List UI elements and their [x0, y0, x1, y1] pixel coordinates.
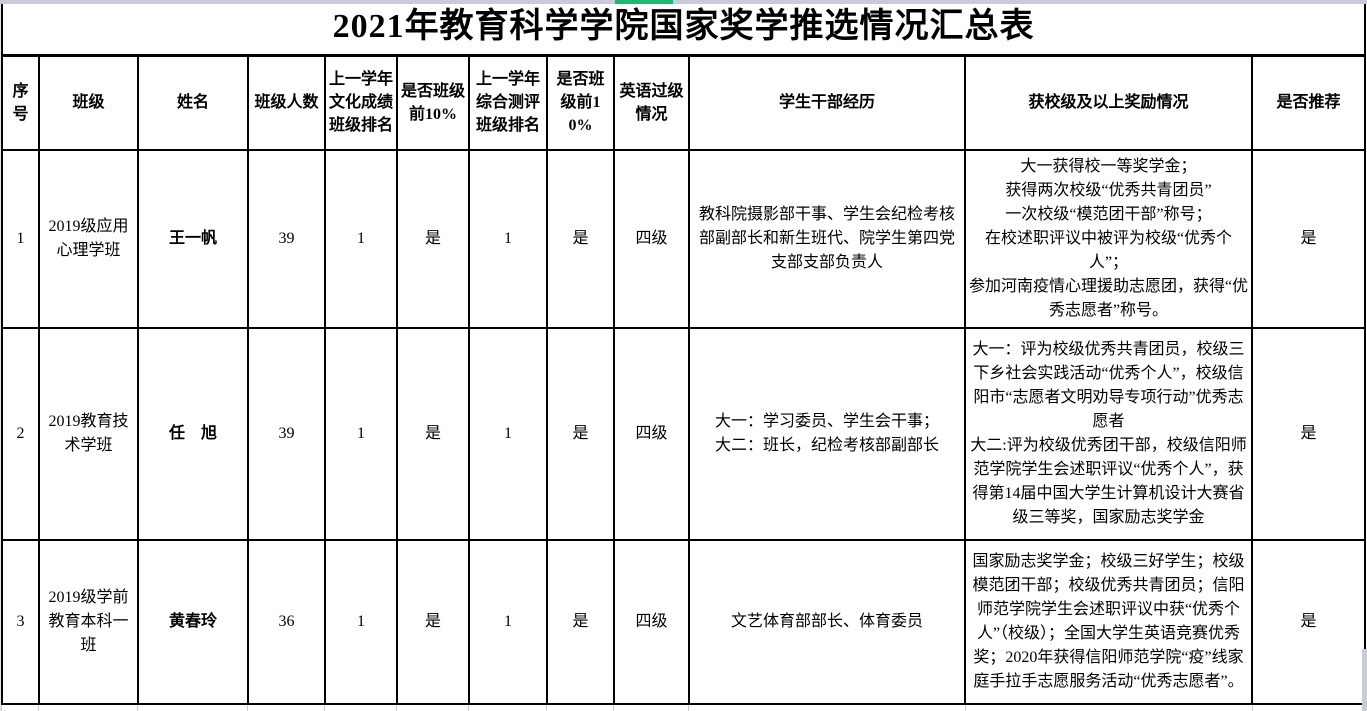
cell-rank-eval: 1 [468, 149, 548, 329]
green-progress-indicator [615, 0, 673, 4]
col-header-size: 班级人数 [247, 54, 326, 151]
cell-rank-cultural: 1 [324, 539, 398, 705]
clipped-row [0, 705, 1367, 711]
cell-name: 黄春玲 [137, 539, 249, 705]
cell-top10-eval: 是 [546, 149, 615, 329]
cell-size: 39 [247, 149, 326, 329]
table-title: 2021年教育科学学院国家奖学推选情况汇总表 [0, 4, 1367, 57]
col-header-class: 班级 [38, 54, 139, 151]
cell-cadre: 教科院摄影部干事、学生会纪检考核部副部长和新生班代、院学生第四党支部支部负责人 [688, 149, 966, 329]
col-header-cadre: 学生干部经历 [688, 54, 966, 151]
cell-rank-eval: 1 [468, 327, 548, 541]
window-top-edge [0, 0, 1367, 4]
table-row: 1 2019级应用心理学班 王一帆 39 1 是 1 是 四级 教科院摄影部干事… [1, 149, 1367, 329]
table-row: 2 2019教育技术学班 任 旭 39 1 是 1 是 四级 大一：学习委员、学… [1, 327, 1367, 541]
col-header-awards: 获校级及以上奖励情况 [964, 54, 1253, 151]
cell-english: 四级 [613, 149, 690, 329]
col-header-top10-eval: 是否班级前10% [546, 54, 615, 151]
cell-english: 四级 [613, 327, 690, 541]
cell-top10-cultural: 是 [396, 149, 470, 329]
col-header-top10-cultural: 是否班级前10% [396, 54, 470, 151]
scholarship-summary-table: 2021年教育科学学院国家奖学推选情况汇总表 序号 班级 姓名 班级人数 上一学… [0, 4, 1367, 705]
header-row: 序号 班级 姓名 班级人数 上一学年文化成绩班级排名 是否班级前10% 上一学年… [1, 54, 1367, 151]
cell-recommend: 是 [1250, 327, 1367, 541]
col-header-no: 序号 [1, 54, 40, 151]
cell-recommend: 是 [1250, 539, 1367, 705]
cell-class: 2019级应用心理学班 [38, 149, 139, 329]
cell-cadre: 文艺体育部部长、体育委员 [688, 539, 966, 705]
cell-no: 1 [1, 149, 40, 329]
window-left-edge [0, 4, 2, 711]
cell-awards: 国家励志奖学金；校级三好学生；校级模范团干部；校级优秀共青团员；信阳师范学院学生… [964, 539, 1253, 705]
clipped-next-row-gridlines [0, 705, 1367, 711]
cell-name: 任 旭 [137, 327, 249, 541]
cell-size: 39 [247, 327, 326, 541]
cell-awards: 大一获得校一等奖学金； 获得两次校级“优秀共青团员” 一次校级“模范团干部”称号… [964, 149, 1253, 329]
cell-recommend: 是 [1250, 149, 1367, 329]
cell-no: 2 [1, 327, 40, 541]
col-header-recommend: 是否推荐 [1250, 54, 1367, 151]
cell-rank-eval: 1 [468, 539, 548, 705]
cell-no: 3 [1, 539, 40, 705]
cell-awards: 大一：评为校级优秀共青团员，校级三下乡社会实践活动“优秀个人”，校级信阳市“志愿… [964, 327, 1253, 541]
scrollbar-chip[interactable] [1362, 649, 1367, 711]
cell-size: 36 [247, 539, 326, 705]
cell-top10-cultural: 是 [396, 539, 470, 705]
cell-class: 2019级学前教育本科一班 [38, 539, 139, 705]
cell-english: 四级 [613, 539, 690, 705]
cell-cadre: 大一：学习委员、学生会干事； 大二：班长，纪检考核部副部长 [688, 327, 966, 541]
cell-top10-eval: 是 [546, 539, 615, 705]
col-header-english: 英语过级情况 [613, 54, 690, 151]
cell-rank-cultural: 1 [324, 327, 398, 541]
table-row: 3 2019级学前教育本科一班 黄春玲 36 1 是 1 是 四级 文艺体育部部… [1, 539, 1367, 705]
title-row: 2021年教育科学学院国家奖学推选情况汇总表 [0, 4, 1367, 57]
col-header-rank-cultural: 上一学年文化成绩班级排名 [324, 54, 398, 151]
cell-class: 2019教育技术学班 [38, 327, 139, 541]
cell-name: 王一帆 [137, 149, 249, 329]
cell-top10-cultural: 是 [396, 327, 470, 541]
col-header-rank-eval: 上一学年综合测评班级排名 [468, 54, 548, 151]
cell-rank-cultural: 1 [324, 149, 398, 329]
col-header-name: 姓名 [137, 54, 249, 151]
cell-top10-eval: 是 [546, 327, 615, 541]
